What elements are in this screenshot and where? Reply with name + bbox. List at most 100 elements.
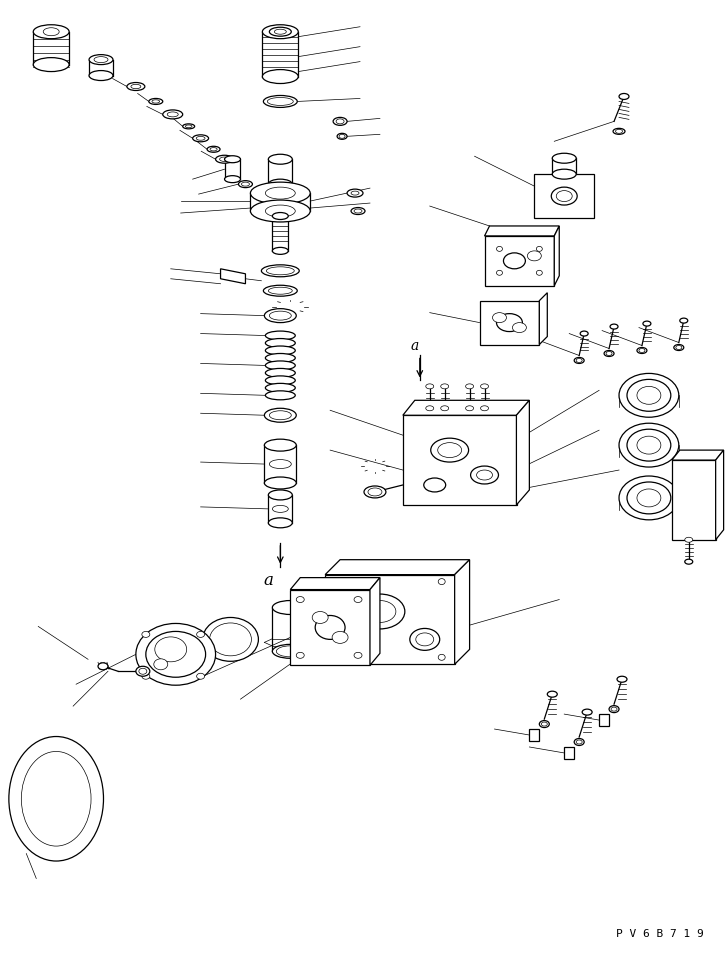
Ellipse shape <box>637 348 647 354</box>
Ellipse shape <box>131 84 141 89</box>
Ellipse shape <box>639 349 645 353</box>
Ellipse shape <box>613 128 625 134</box>
Ellipse shape <box>553 170 577 179</box>
Ellipse shape <box>441 384 449 389</box>
Ellipse shape <box>270 311 292 320</box>
Ellipse shape <box>438 654 445 660</box>
Ellipse shape <box>337 133 347 139</box>
Ellipse shape <box>674 345 684 351</box>
Ellipse shape <box>273 213 289 219</box>
Ellipse shape <box>241 182 249 186</box>
Ellipse shape <box>270 411 292 420</box>
Ellipse shape <box>196 136 205 140</box>
Ellipse shape <box>146 631 206 677</box>
Text: a: a <box>411 338 419 353</box>
Ellipse shape <box>627 482 671 513</box>
Ellipse shape <box>142 631 150 637</box>
Ellipse shape <box>364 486 386 498</box>
Ellipse shape <box>426 406 434 411</box>
Ellipse shape <box>43 28 59 35</box>
Ellipse shape <box>250 200 310 222</box>
Bar <box>290 589 370 665</box>
Ellipse shape <box>539 720 550 727</box>
Ellipse shape <box>611 707 617 711</box>
Text: a: a <box>263 572 273 589</box>
Ellipse shape <box>297 597 304 603</box>
Ellipse shape <box>637 436 661 454</box>
Ellipse shape <box>262 70 298 83</box>
Ellipse shape <box>617 676 627 682</box>
Ellipse shape <box>265 376 295 385</box>
Ellipse shape <box>537 246 542 251</box>
Ellipse shape <box>551 187 577 205</box>
Ellipse shape <box>262 264 300 277</box>
Ellipse shape <box>154 659 168 670</box>
Ellipse shape <box>527 251 542 261</box>
Polygon shape <box>220 269 246 284</box>
Ellipse shape <box>152 100 160 103</box>
Ellipse shape <box>265 308 297 323</box>
Ellipse shape <box>263 285 297 296</box>
Ellipse shape <box>351 191 359 195</box>
Text: P V 6 B 7 1 9: P V 6 B 7 1 9 <box>616 929 704 939</box>
Polygon shape <box>539 293 547 345</box>
Ellipse shape <box>268 490 292 500</box>
Ellipse shape <box>209 623 252 656</box>
Polygon shape <box>454 559 470 664</box>
Ellipse shape <box>368 488 382 496</box>
Ellipse shape <box>619 374 679 418</box>
Ellipse shape <box>438 443 462 458</box>
Ellipse shape <box>155 637 187 662</box>
Ellipse shape <box>268 287 292 294</box>
Ellipse shape <box>196 631 204 637</box>
Ellipse shape <box>627 429 671 461</box>
Ellipse shape <box>94 57 108 62</box>
Ellipse shape <box>616 129 622 133</box>
Ellipse shape <box>265 346 295 355</box>
Ellipse shape <box>619 94 629 100</box>
Ellipse shape <box>139 669 147 674</box>
Polygon shape <box>516 400 529 505</box>
Bar <box>403 415 518 505</box>
Polygon shape <box>290 578 380 589</box>
Ellipse shape <box>312 611 328 624</box>
Ellipse shape <box>364 601 396 623</box>
Ellipse shape <box>142 673 150 679</box>
Ellipse shape <box>580 331 588 336</box>
Ellipse shape <box>270 460 292 468</box>
Ellipse shape <box>207 147 220 152</box>
Polygon shape <box>554 226 559 285</box>
Ellipse shape <box>21 751 91 846</box>
Ellipse shape <box>465 384 473 389</box>
Bar <box>325 575 454 664</box>
Ellipse shape <box>680 318 688 323</box>
Ellipse shape <box>265 369 295 377</box>
Bar <box>484 236 554 285</box>
Ellipse shape <box>220 157 230 161</box>
Ellipse shape <box>430 438 469 462</box>
Ellipse shape <box>619 423 679 468</box>
Ellipse shape <box>276 646 304 657</box>
Ellipse shape <box>216 155 233 163</box>
Ellipse shape <box>250 182 310 204</box>
Ellipse shape <box>127 82 145 90</box>
Ellipse shape <box>354 209 362 213</box>
Ellipse shape <box>33 25 69 38</box>
Ellipse shape <box>268 154 292 164</box>
Ellipse shape <box>193 135 209 142</box>
Ellipse shape <box>268 518 292 528</box>
Bar <box>534 174 594 218</box>
Ellipse shape <box>354 652 362 658</box>
Ellipse shape <box>316 615 345 639</box>
Ellipse shape <box>441 406 449 411</box>
Ellipse shape <box>497 270 502 275</box>
Ellipse shape <box>136 666 150 676</box>
Ellipse shape <box>182 124 195 128</box>
Ellipse shape <box>492 312 507 323</box>
Polygon shape <box>370 578 380 665</box>
Ellipse shape <box>497 246 502 251</box>
Ellipse shape <box>268 179 292 189</box>
Ellipse shape <box>270 27 292 36</box>
Ellipse shape <box>470 466 499 484</box>
Ellipse shape <box>542 722 547 726</box>
